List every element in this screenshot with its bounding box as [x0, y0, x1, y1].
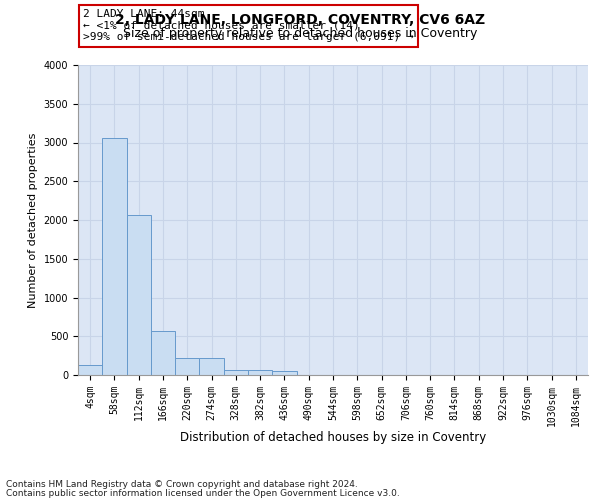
Bar: [151, 331, 175, 375]
Bar: [127, 216, 151, 375]
Bar: [78, 364, 102, 375]
X-axis label: Distribution of detached houses by size in Coventry: Distribution of detached houses by size …: [180, 432, 486, 444]
Bar: [175, 358, 199, 375]
Text: Contains public sector information licensed under the Open Government Licence v3: Contains public sector information licen…: [6, 488, 400, 498]
Text: 2 LADY LANE: 44sqm
← <1% of detached houses are smaller (14)
>99% of semi-detach: 2 LADY LANE: 44sqm ← <1% of detached hou…: [83, 9, 414, 42]
Y-axis label: Number of detached properties: Number of detached properties: [28, 132, 38, 308]
Bar: [102, 138, 127, 375]
Bar: [199, 358, 224, 375]
Text: 2, LADY LANE, LONGFORD, COVENTRY, CV6 6AZ: 2, LADY LANE, LONGFORD, COVENTRY, CV6 6A…: [115, 12, 485, 26]
Bar: [248, 370, 272, 375]
Text: Size of property relative to detached houses in Coventry: Size of property relative to detached ho…: [123, 28, 477, 40]
Text: Contains HM Land Registry data © Crown copyright and database right 2024.: Contains HM Land Registry data © Crown c…: [6, 480, 358, 489]
Bar: [224, 370, 248, 375]
Bar: [272, 370, 296, 375]
